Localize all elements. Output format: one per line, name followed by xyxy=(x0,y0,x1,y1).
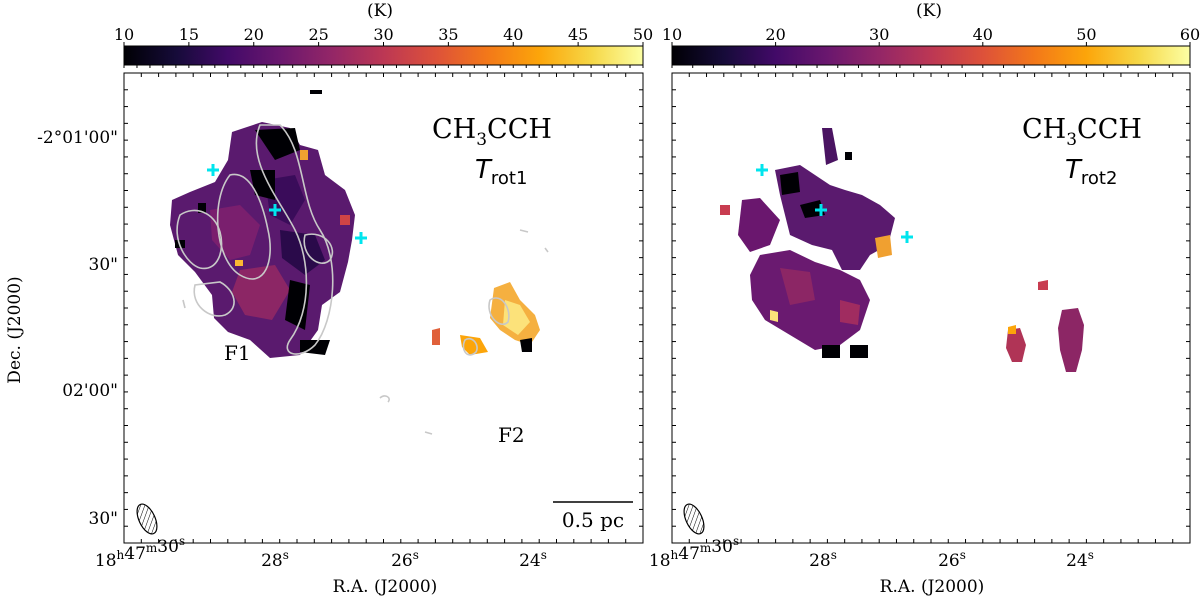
colorbar-tick-label: 20 xyxy=(765,25,785,44)
label-f2: F2 xyxy=(498,423,525,447)
title-trot2: Trot2 xyxy=(1065,155,1117,189)
marker-plus-icon xyxy=(815,204,827,216)
contours-left xyxy=(176,124,549,435)
heatmap-region-f2 xyxy=(432,282,540,355)
xtick-label: 28s xyxy=(809,548,837,571)
marker-plus-icon xyxy=(901,231,913,243)
panel-left: (K) 10 15 20 25 30 35 40 45 50 xyxy=(5,1,653,597)
colorbar-tick-label: 25 xyxy=(308,25,328,44)
beam-ellipse xyxy=(683,503,705,535)
ytick-label: 30" xyxy=(89,509,118,529)
xtick-label: 26s xyxy=(938,548,966,571)
frame-ticks-right xyxy=(672,73,1190,543)
colorbar-tick-label: 30 xyxy=(869,25,889,44)
ytick-label: 30" xyxy=(89,255,118,275)
scalebar-label: 0.5 pc xyxy=(562,508,624,532)
colorbar-tick-label: 40 xyxy=(503,25,523,44)
markers-left xyxy=(207,164,367,244)
marker-plus-icon xyxy=(756,164,768,176)
heatmap-region-right-main xyxy=(720,128,895,358)
xlabel-left: R.A. (J2000) xyxy=(333,577,438,597)
colorbar-unit-left: (K) xyxy=(367,1,393,21)
frame-ticks-left xyxy=(124,73,643,543)
colorbar-tick-label: 35 xyxy=(438,25,458,44)
colorbar-tick-label: 50 xyxy=(1076,25,1096,44)
colorbar-left xyxy=(123,45,644,66)
heatmap-region-right-f2 xyxy=(1006,280,1084,372)
colorbar-tick-label: 40 xyxy=(973,25,993,44)
marker-plus-icon xyxy=(355,232,367,244)
colorbar-tick-label: 45 xyxy=(568,25,588,44)
panel-right: (K) 10 20 30 40 50 60 xyxy=(649,1,1200,597)
colorbar-tick-label: 60 xyxy=(1180,25,1200,44)
title-trot1: Trot1 xyxy=(475,155,527,189)
xtick-label: 18h47m30s xyxy=(649,534,739,571)
colorbar-tick-label: 10 xyxy=(662,25,682,44)
colorbar-right xyxy=(671,45,1191,66)
colorbar-tick-label: 15 xyxy=(179,25,199,44)
xtick-label: 24s xyxy=(519,548,547,571)
colorbar-ticks-right: 10 20 30 40 50 60 xyxy=(662,25,1200,68)
title-right: CH3CCH xyxy=(1022,114,1142,150)
colorbar-tick-label: 10 xyxy=(114,25,134,44)
ytick-label: -2°01'00" xyxy=(37,128,118,148)
colorbar-tick-label: 30 xyxy=(373,25,393,44)
colorbar-ticks-left: 10 15 20 25 30 35 40 45 50 xyxy=(114,25,653,68)
title-left: CH3CCH xyxy=(432,114,552,150)
plot-area-left xyxy=(123,72,644,544)
beam-ellipse xyxy=(136,503,158,535)
marker-plus-icon xyxy=(269,204,281,216)
xtick-label: 18h47m30s xyxy=(95,534,185,571)
ylabel: Dec. (J2000) xyxy=(5,276,25,383)
markers-right xyxy=(756,164,913,243)
ytick-label: 02'00" xyxy=(62,381,118,401)
xtick-labels-right: 18h47m30s 28s 26s 24s xyxy=(649,534,1094,571)
xlabel-right: R.A. (J2000) xyxy=(880,577,985,597)
xtick-labels-left: 18h47m30s 28s 26s 24s xyxy=(95,534,547,571)
colorbar-tick-label: 20 xyxy=(244,25,264,44)
label-f1: F1 xyxy=(224,341,251,365)
marker-plus-icon xyxy=(207,164,219,176)
colorbar-tick-label: 50 xyxy=(633,25,653,44)
xtick-label: 24s xyxy=(1066,548,1094,571)
colorbar-unit-right: (K) xyxy=(916,1,942,21)
xtick-label: 26s xyxy=(391,548,419,571)
xtick-label: 28s xyxy=(261,548,289,571)
